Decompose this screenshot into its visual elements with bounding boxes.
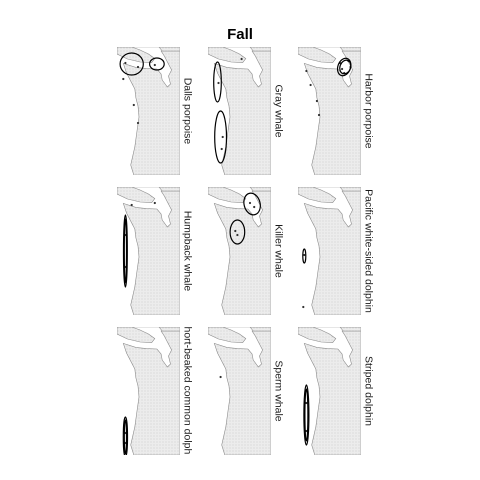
coastline-land — [122, 330, 180, 455]
strip-background — [271, 327, 288, 455]
strip-background — [271, 187, 288, 315]
vancouver-island-land — [208, 47, 247, 63]
sighting-point — [240, 57, 243, 61]
vancouver-island-land — [117, 327, 156, 343]
sighting-point — [236, 233, 239, 237]
sighting-point — [234, 229, 237, 233]
panel-humpback-whale: Humpback whale — [117, 187, 197, 315]
mainland-north-land — [249, 47, 271, 52]
sighting-point — [217, 81, 220, 85]
panel-sperm-whale: Sperm whale — [208, 327, 288, 455]
range-ellipse — [339, 59, 352, 75]
range-ellipse — [214, 110, 228, 164]
coastline-land — [122, 190, 180, 315]
sighting-point — [153, 201, 156, 205]
strip-background — [361, 327, 378, 455]
sighting-point — [341, 67, 344, 71]
range-ellipse — [119, 52, 144, 76]
sighting-point — [303, 253, 306, 257]
strip-label: Short-beaked common dolphin — [182, 319, 194, 462]
strip-background — [180, 47, 197, 175]
vancouver-island-land — [298, 187, 337, 203]
coastline-land — [303, 330, 361, 455]
sighting-point — [153, 63, 156, 67]
sighting-point — [219, 375, 222, 379]
coastline-land — [213, 50, 271, 175]
sighting-point — [305, 69, 308, 73]
figure-title: Fall — [227, 26, 253, 43]
sighting-point — [132, 103, 135, 107]
sighting-point — [309, 83, 312, 87]
strip-background — [180, 187, 197, 315]
range-ellipse — [149, 57, 165, 71]
mainland-north-land — [249, 187, 271, 192]
sighting-point — [305, 401, 308, 405]
mainland-north-land — [158, 187, 180, 192]
vancouver-island-land — [208, 327, 247, 343]
panel-dalls-porpoise: Dalls porpoise — [117, 47, 197, 175]
sighting-point — [302, 305, 305, 309]
strip-label: Dalls porpoise — [182, 78, 194, 145]
vancouver-island-land — [298, 327, 337, 343]
sighting-point — [317, 113, 321, 117]
sighting-point — [315, 99, 318, 103]
range-ellipse — [243, 192, 261, 216]
range-ellipse — [123, 419, 128, 455]
mainland-north-land — [158, 47, 180, 52]
panel-short-beaked-common-dolphin: Short-beaked common dolphin — [117, 319, 197, 462]
coastline-land — [213, 330, 271, 455]
mainland-north-land — [158, 327, 180, 332]
mainland-north-land — [339, 47, 361, 52]
vancouver-island-land — [117, 187, 156, 203]
sighting-point — [136, 121, 140, 125]
strip-label: Killer whale — [273, 224, 285, 278]
strip-background — [361, 187, 378, 315]
sighting-point — [130, 203, 133, 207]
strip-label: Sperm whale — [273, 360, 285, 421]
coastline-land — [303, 50, 361, 175]
panel-striped-dolphin: Striped dolphin — [298, 327, 378, 455]
panel-killer-whale: Killer whale — [208, 187, 288, 315]
panel-pacific-white-sided-dolphin: Pacific white-sided dolphin — [298, 187, 378, 315]
range-ellipse — [303, 384, 310, 446]
range-ellipse — [302, 248, 307, 264]
range-ellipse — [123, 218, 128, 284]
range-ellipse — [122, 416, 129, 455]
vancouver-island-land — [298, 47, 337, 63]
sighting-point — [136, 65, 140, 69]
panel-harbor-porpoise: Harbor porpoise — [298, 47, 378, 175]
facet-panels: Dalls porpoise Gray whale Harbor porpoise H… — [117, 47, 378, 462]
strip-background — [361, 47, 378, 175]
mainland-north-land — [339, 187, 361, 192]
mainland-north-land — [339, 327, 361, 332]
sighting-point — [220, 147, 223, 151]
strip-label: Humpback whale — [182, 211, 194, 292]
sighting-point — [221, 135, 224, 139]
vancouver-island-land — [208, 187, 247, 203]
sighting-point — [122, 77, 125, 81]
sighting-point — [253, 205, 256, 209]
vancouver-island-land — [117, 47, 156, 63]
strip-label: Gray whale — [273, 84, 285, 137]
panel-gray-whale: Gray whale — [208, 47, 288, 175]
range-ellipse — [122, 214, 128, 288]
coastline-land — [303, 190, 361, 315]
sighting-point — [305, 429, 308, 433]
strip-label: Pacific white-sided dolphin — [363, 189, 375, 313]
strip-background — [180, 327, 197, 455]
strip-label: Striped dolphin — [363, 356, 375, 426]
range-ellipse — [304, 388, 309, 442]
sighting-point — [248, 201, 252, 205]
coastline-land — [213, 190, 271, 315]
strip-background — [271, 47, 288, 175]
coastline-land — [122, 50, 180, 175]
range-ellipse — [213, 61, 222, 103]
strip-label: Harbor porpoise — [363, 73, 375, 148]
mainland-north-land — [249, 327, 271, 332]
sighting-point — [124, 61, 127, 65]
range-ellipse — [229, 219, 246, 245]
